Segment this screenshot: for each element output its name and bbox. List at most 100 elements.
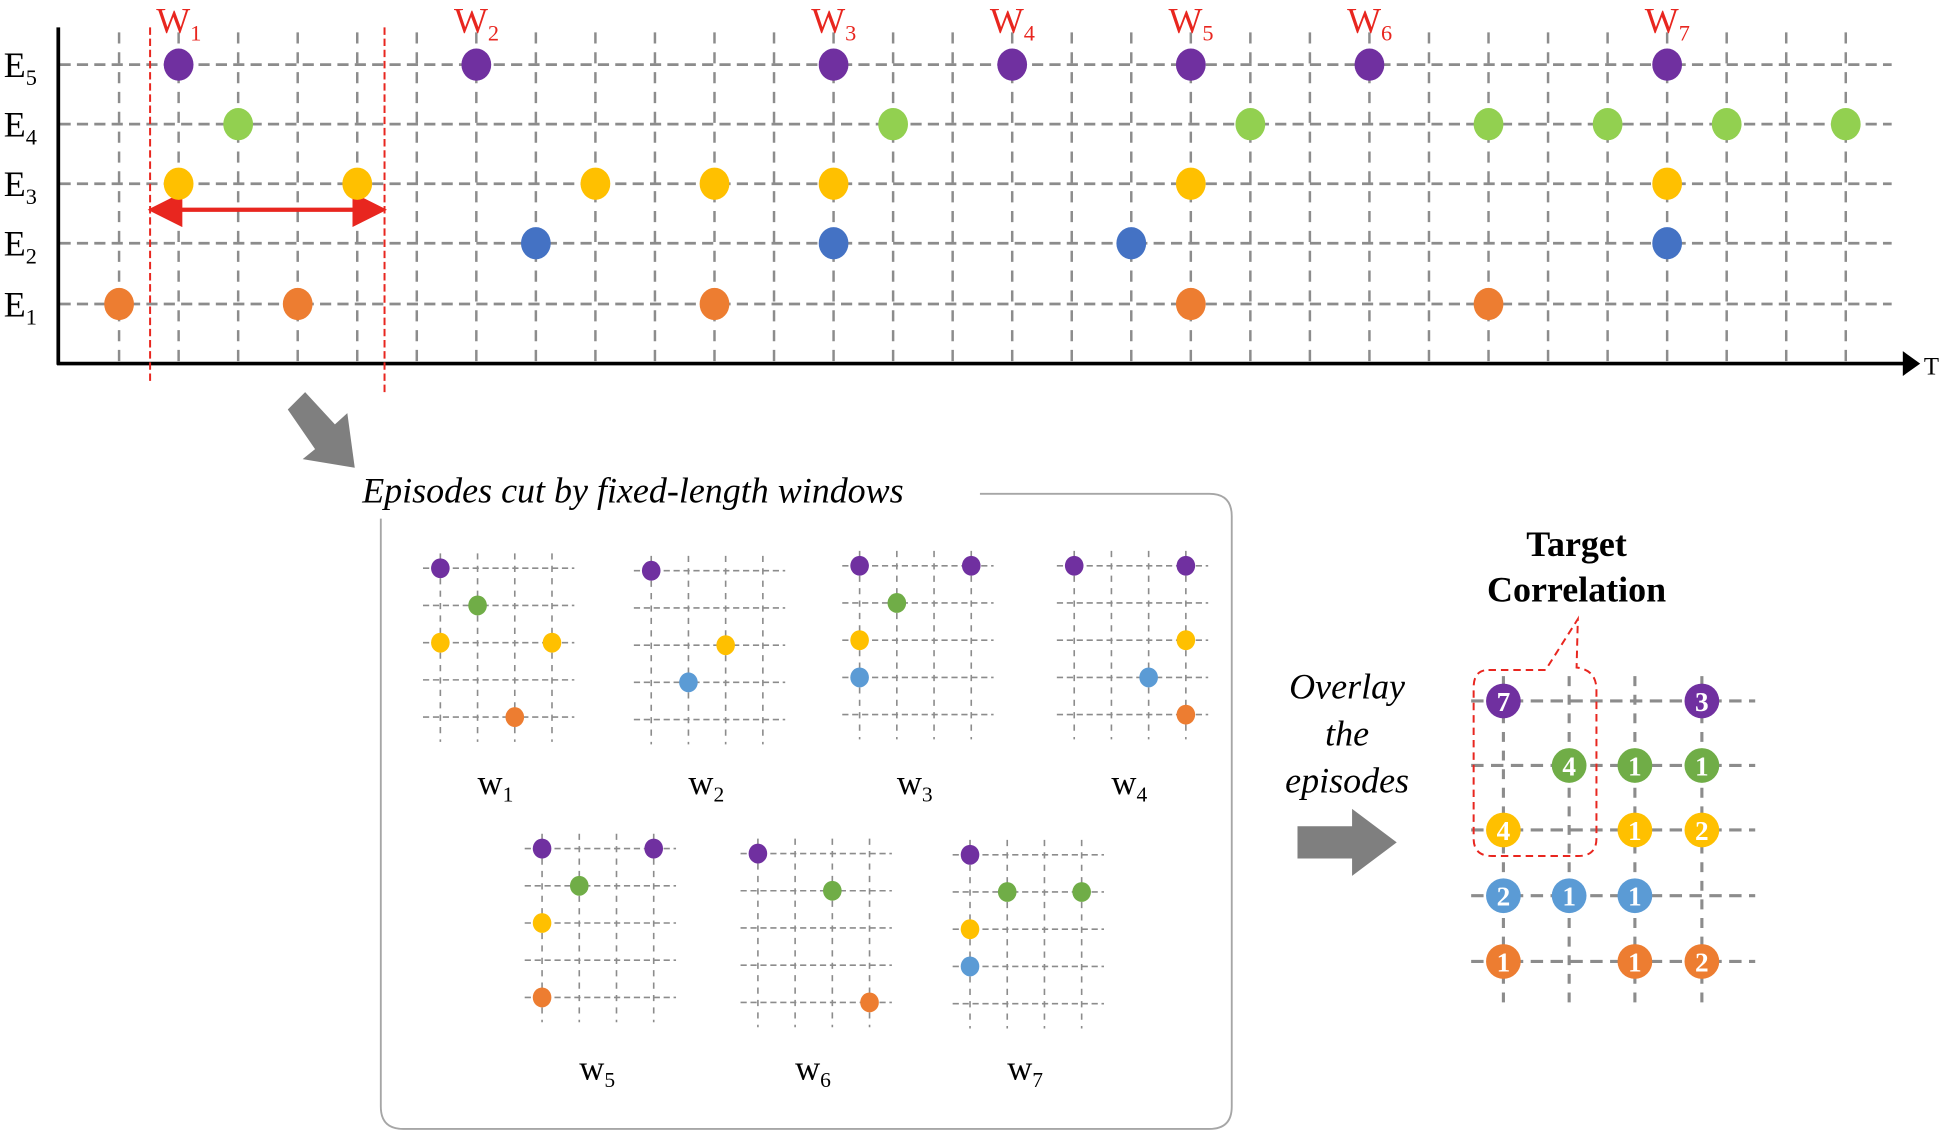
window-label-W3: W3 (811, 0, 856, 45)
episode-event-E5 (641, 560, 661, 581)
event-point-E5 (1354, 48, 1385, 81)
event-point-E5 (1652, 48, 1683, 81)
overlay-count-value: 4 (1562, 751, 1576, 781)
episode-event-E1 (860, 992, 879, 1013)
episode-event-E3 (850, 630, 869, 651)
event-point-E4 (1235, 108, 1266, 141)
down-right-arrow-icon (287, 392, 355, 468)
window-label-W4: W4 (990, 0, 1035, 45)
overlay-count-E3: 1 (1617, 812, 1653, 848)
episode-event-E5 (1064, 555, 1084, 576)
episodes-panel: Episodes cut by fixed-length windows w1 w… (287, 392, 1233, 1130)
overlay-count-E5: 3 (1684, 683, 1720, 719)
event-point-E5 (1175, 48, 1206, 81)
event-point-E2 (1116, 227, 1147, 260)
overlay-count-circle (1684, 683, 1720, 719)
event-point-E1 (699, 287, 730, 321)
overlay-count-circle (1617, 944, 1653, 979)
row-label-E1: E1 (4, 284, 37, 329)
episode-event-E5 (644, 838, 664, 859)
overlay-count-E3: 2 (1684, 812, 1720, 848)
target-title-line-2: Correlation (1487, 570, 1666, 610)
target-title-line-1: Target (1526, 524, 1627, 564)
window-label-W6: W6 (1347, 0, 1392, 45)
overlay-count-circle (1486, 944, 1521, 979)
overlay-count-circle (1684, 748, 1720, 783)
event-point-E5 (818, 48, 849, 81)
event-point-E3 (818, 167, 849, 200)
overlay-count-value: 1 (1628, 947, 1642, 977)
overlay-count-E4: 4 (1551, 748, 1587, 783)
row-label-E2: E2 (4, 224, 37, 269)
event-point-E1 (1175, 287, 1206, 321)
event-point-E1 (1473, 287, 1504, 321)
overlay-count-E2: 2 (1486, 878, 1521, 914)
event-point-E2 (1652, 227, 1683, 260)
episode-event-E1 (505, 707, 525, 728)
overlay-count-circle (1617, 812, 1653, 848)
overlay-count-E2: 1 (1551, 878, 1587, 914)
episode-event-E3 (542, 632, 562, 653)
event-point-E5 (997, 48, 1028, 81)
event-point-E4 (878, 108, 908, 141)
overlay-count-circle (1551, 878, 1587, 914)
overlay-grid: 7 3 4 1 1 4 1 2 2 1 1 1 1 2 (1471, 676, 1756, 1008)
overlay-count-value: 2 (1695, 947, 1709, 977)
overlay-label-line-3: episodes (1285, 761, 1409, 801)
event-point-E4 (1711, 108, 1742, 141)
overlay-count-circle (1486, 878, 1521, 914)
episode-w5: w5 (524, 833, 677, 1092)
episode-label: w5 (579, 1048, 615, 1092)
overlay-count-value: 1 (1628, 882, 1642, 912)
episode-event-E1 (1176, 704, 1196, 725)
episode-event-E5 (532, 838, 552, 859)
episode-label: w6 (795, 1048, 831, 1092)
right-arrow-icon (1297, 808, 1397, 876)
overlay-count-value: 1 (1497, 947, 1511, 977)
event-point-E4 (1592, 108, 1623, 141)
overlay-count-E3: 4 (1486, 812, 1521, 848)
episode-event-E2 (1139, 667, 1158, 688)
event-point-E3 (1652, 167, 1683, 200)
overlay-section: Overlay the episodes Target Correlation … (1285, 524, 1756, 1008)
episode-event-E3 (431, 632, 450, 653)
event-point-E3 (342, 167, 373, 200)
event-point-E5 (461, 48, 492, 81)
overlay-count-value: 1 (1695, 751, 1709, 781)
episode-label: w4 (1111, 763, 1147, 807)
overlay-count-E2: 1 (1617, 878, 1653, 914)
event-point-E3 (699, 167, 730, 200)
episode-label: w3 (897, 763, 933, 807)
episode-event-E3 (532, 913, 552, 933)
episode-label: w2 (688, 763, 724, 807)
overlay-count-circle (1486, 812, 1521, 848)
target-callout (1472, 615, 1598, 858)
episode-w7: w7 (952, 839, 1104, 1092)
episode-event-E5 (850, 555, 869, 576)
overlay-count-value: 2 (1497, 882, 1511, 912)
overlay-count-E1: 2 (1684, 944, 1720, 979)
overlay-count-circle (1551, 748, 1587, 783)
episode-w6: w6 (740, 838, 892, 1092)
episode-event-E4 (569, 875, 589, 896)
episode-event-E5 (960, 844, 980, 865)
event-point-E2 (818, 227, 849, 260)
episode-event-E3 (1176, 630, 1196, 651)
row-label-E4: E4 (4, 105, 37, 150)
x-axis-arrow-icon (1902, 351, 1921, 376)
episode-event-E1 (532, 987, 552, 1008)
episode-event-E4 (823, 880, 842, 901)
event-point-E3 (1175, 167, 1206, 200)
event-point-E1 (282, 287, 313, 321)
overlay-count-E1: 1 (1617, 944, 1653, 979)
overlay-count-E4: 1 (1617, 748, 1653, 783)
episode-event-E4 (468, 595, 487, 616)
episode-w2: w2 (633, 555, 786, 807)
overlay-count-E1: 1 (1486, 944, 1521, 979)
overlay-count-value: 1 (1562, 882, 1576, 912)
overlay-count-value: 7 (1497, 687, 1511, 717)
episode-w3: w3 (842, 550, 994, 807)
episode-w1: w1 (422, 553, 575, 807)
episode-event-E4 (997, 882, 1017, 902)
